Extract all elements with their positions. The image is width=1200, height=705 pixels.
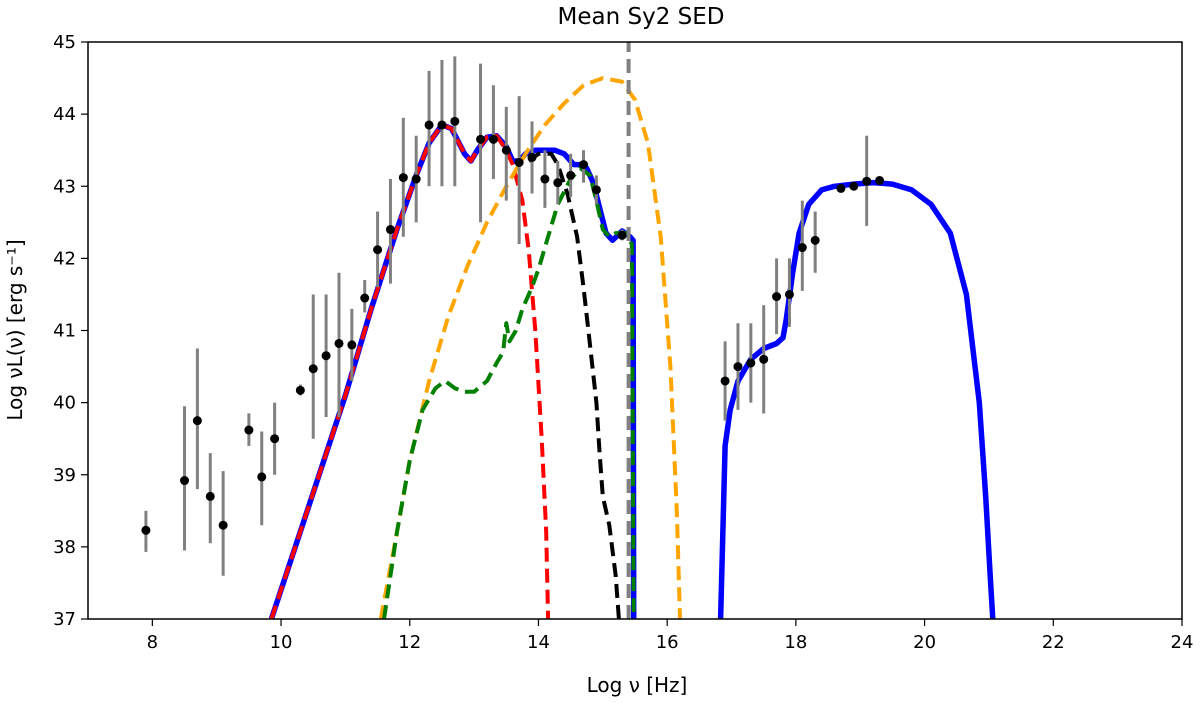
data-point [321, 351, 331, 361]
data-point [514, 157, 524, 167]
x-tick-label: 22 [1042, 632, 1065, 653]
series-layer [268, 42, 996, 620]
data-point [360, 293, 370, 303]
data-point [180, 476, 190, 486]
y-tick-label: 45 [53, 32, 76, 53]
data-point [797, 243, 807, 253]
series-line-total [717, 179, 996, 620]
data-point [772, 292, 782, 302]
data-point [810, 235, 820, 245]
y-tick-label: 43 [53, 176, 76, 197]
data-point [385, 225, 395, 235]
data-point [501, 145, 511, 155]
x-tick-label: 24 [1171, 632, 1194, 653]
data-point [759, 354, 769, 364]
data-point [553, 178, 563, 188]
data-point [218, 520, 228, 530]
data-point [836, 183, 846, 193]
y-tick-label: 39 [53, 465, 76, 486]
data-point [784, 289, 794, 299]
data-point [617, 230, 627, 240]
data-point [141, 525, 151, 535]
x-tick-label: 10 [270, 632, 293, 653]
data-point [424, 120, 434, 130]
data-point [398, 173, 408, 183]
data-point [205, 491, 215, 501]
data-point [488, 134, 498, 144]
data-point [244, 425, 254, 435]
y-tick-label: 44 [53, 104, 76, 125]
data-point [746, 358, 756, 368]
y-tick-label: 41 [53, 321, 76, 342]
data-point [450, 116, 460, 126]
y-axis-label: Log νL(ν) [erg s⁻¹] [3, 239, 27, 420]
data-point [257, 472, 267, 482]
x-tick-label: 20 [913, 632, 936, 653]
data-point [308, 364, 318, 374]
data-point [373, 245, 383, 255]
y-tick-label: 38 [53, 537, 76, 558]
data-point [733, 362, 743, 372]
x-tick-label: 14 [527, 632, 550, 653]
data-point [566, 170, 576, 180]
data-point [849, 181, 859, 191]
x-axis-label: Log ν [Hz] [587, 673, 688, 697]
data-point [591, 185, 601, 195]
data-point-layer [141, 116, 885, 535]
series-line-starburst [527, 151, 621, 620]
chart-title: Mean Sy2 SED [558, 4, 725, 30]
y-tick-label: 40 [53, 393, 76, 414]
data-point [875, 175, 885, 185]
series-line-torus [269, 122, 551, 620]
data-point [411, 174, 421, 184]
data-point [192, 416, 202, 426]
y-tick-label: 42 [53, 248, 76, 269]
error-bar-layer [144, 56, 882, 576]
series-line-disk [378, 76, 682, 620]
data-point [540, 174, 550, 184]
x-tick-label: 8 [147, 632, 158, 653]
data-point [295, 385, 305, 395]
data-point [476, 134, 486, 144]
x-tick-label: 16 [656, 632, 679, 653]
data-point [437, 120, 447, 130]
y-tick-label: 37 [53, 609, 76, 630]
x-ticks: 8 10 12 14 16 18 20 22 24 [147, 619, 1194, 653]
data-point [579, 160, 589, 170]
x-tick-label: 18 [784, 632, 807, 653]
data-point [720, 376, 730, 386]
data-point [347, 340, 357, 350]
series-line-green [382, 166, 636, 620]
data-point [527, 152, 537, 162]
data-point [270, 434, 280, 444]
data-point [862, 176, 872, 186]
x-tick-label: 12 [398, 632, 421, 653]
data-point [334, 338, 344, 348]
y-ticks: 37 38 39 40 41 42 43 44 45 [53, 32, 88, 630]
